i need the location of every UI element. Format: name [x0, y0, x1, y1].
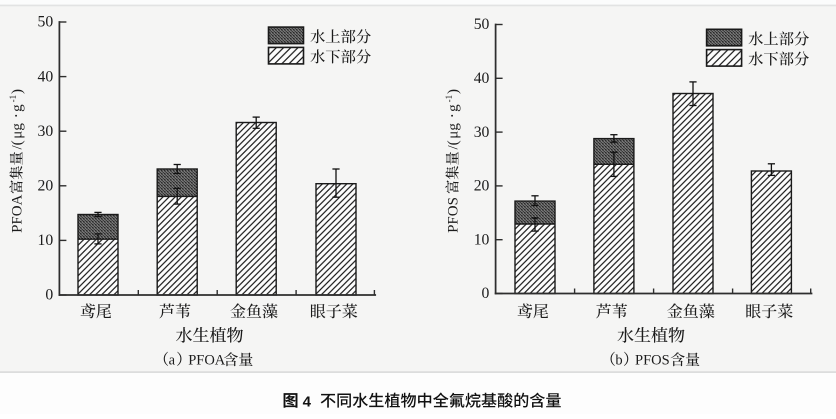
svg-text:10: 10: [474, 231, 490, 248]
svg-text:20: 20: [474, 178, 490, 195]
svg-text:μg: μg: [446, 123, 462, 139]
svg-text:): ): [10, 89, 26, 94]
svg-text:·: ·: [445, 113, 462, 118]
svg-text:a: a: [169, 353, 176, 369]
svg-text:30: 30: [38, 123, 54, 140]
svg-text:PFOA: PFOA: [188, 353, 226, 369]
svg-text:PFOS: PFOS: [446, 197, 462, 233]
svg-text:0: 0: [45, 287, 53, 304]
svg-text:b: b: [615, 353, 622, 369]
svg-text:-1: -1: [444, 95, 454, 103]
svg-text:/(: /(: [446, 140, 462, 149]
svg-text:): ): [446, 89, 462, 94]
svg-text:g: g: [10, 104, 26, 112]
svg-text:50: 50: [38, 14, 54, 31]
svg-text:·: ·: [9, 113, 26, 118]
svg-text:PFOS: PFOS: [635, 353, 670, 369]
svg-text:PFOA: PFOA: [10, 194, 26, 233]
svg-text:20: 20: [38, 178, 54, 195]
svg-text:g: g: [446, 104, 462, 112]
svg-text:30: 30: [474, 124, 490, 141]
svg-text:0: 0: [482, 285, 490, 302]
svg-text:40: 40: [38, 68, 54, 85]
svg-text:50: 50: [474, 16, 490, 33]
svg-text:40: 40: [474, 70, 490, 87]
svg-text:/(: /(: [10, 140, 26, 149]
svg-text:-1: -1: [8, 95, 18, 103]
svg-text:4: 4: [303, 393, 312, 410]
svg-text:μg: μg: [10, 123, 26, 139]
svg-text:10: 10: [38, 232, 54, 249]
